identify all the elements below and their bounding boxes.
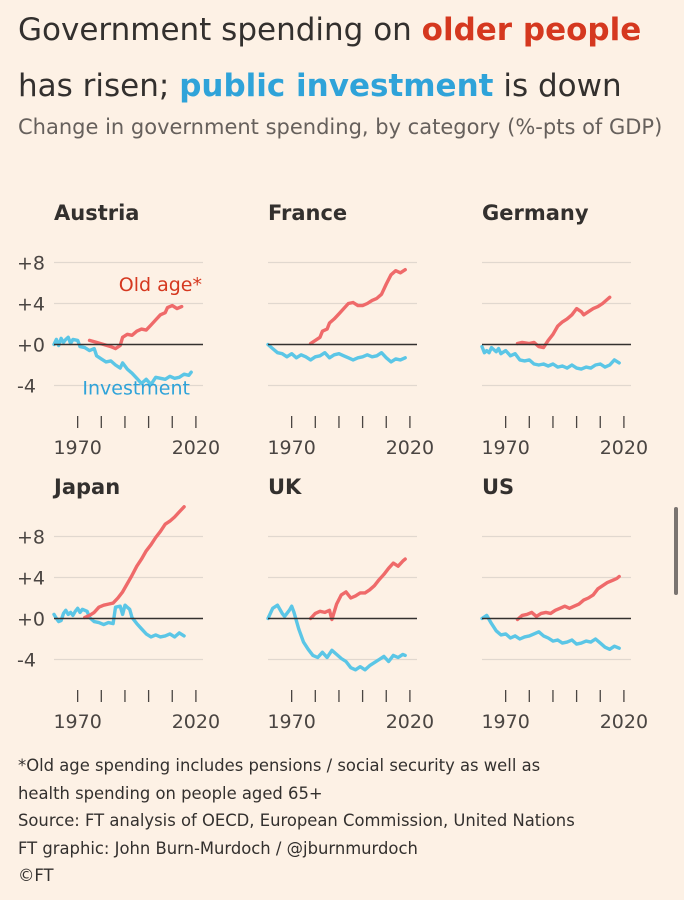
x-tick-label-austria: 2020: [172, 437, 220, 459]
x-tick-label-germany: 1970: [481, 437, 529, 459]
footnote-source: Source: FT analysis of OECD, European Co…: [18, 811, 575, 830]
investment-line-france: [266, 342, 407, 364]
x-tick-label-us: 1970: [481, 711, 529, 733]
footnotes: *Old age spending includes pensions / so…: [18, 752, 678, 890]
title-part-2: has risen;: [18, 68, 180, 104]
chart-title: Government spending on older people has r…: [18, 2, 668, 114]
panel-title-germany: Germany: [482, 201, 589, 225]
small-multiples-grid: Austria -4 +0 +4 +8 1970 2020 Old age* Investmen…: [0, 190, 684, 750]
old-age-line-us: [515, 574, 621, 622]
old-age-line-japan: [83, 505, 186, 620]
panel-title-france: France: [268, 201, 347, 225]
footnote-old-age-line-2: health spending on people aged 65+: [18, 783, 323, 803]
investment-line-germany: [480, 344, 621, 371]
x-tick-label-france: 1970: [267, 437, 315, 459]
footnote-graphic-credit: FT graphic: John Burn-Murdoch / @jburnmu…: [18, 838, 418, 858]
panel-title-austria: Austria: [54, 201, 139, 225]
y-tick-label-japan: +8: [17, 527, 45, 549]
x-tick-label-austria: 1970: [53, 437, 101, 459]
old-age-line-uk: [308, 557, 407, 622]
x-tick-label-japan: 2020: [172, 711, 220, 733]
y-tick-label-japan: +0: [17, 609, 45, 631]
investment-line-austria: [52, 335, 193, 387]
y-tick-label-austria: -4: [17, 376, 36, 398]
x-tick-label-germany: 2020: [600, 437, 648, 459]
y-tick-label-austria: +0: [17, 335, 45, 357]
x-tick-label-uk: 2020: [386, 711, 434, 733]
x-tick-label-japan: 1970: [53, 711, 101, 733]
scrollbar-thumb[interactable]: [674, 507, 678, 595]
footnote-copyright: ©FT: [18, 866, 54, 885]
old-age-line-germany: [515, 295, 612, 350]
title-part-1: Government spending on: [18, 12, 422, 48]
title-highlight-investment: public investment: [179, 68, 494, 104]
x-tick-label-france: 2020: [386, 437, 434, 459]
y-tick-label-japan: -4: [17, 650, 36, 672]
chart-canvas: Austria -4 +0 +4 +8 1970 2020 Old age* Investmen…: [17, 201, 648, 733]
x-tick-label-uk: 1970: [267, 711, 315, 733]
investment-line-uk: [266, 603, 407, 672]
old-age-line-austria: [87, 303, 184, 351]
panel-title-uk: UK: [268, 475, 302, 499]
x-tick-label-us: 2020: [600, 711, 648, 733]
chart-subtitle: Change in government spending, by catego…: [18, 115, 663, 139]
old-age-line-france: [308, 268, 407, 346]
investment-line-us: [480, 613, 621, 651]
title-highlight-old-people: older people: [421, 12, 642, 48]
investment-line-japan: [52, 603, 186, 639]
panel-title-us: US: [482, 475, 514, 499]
series-label-investment: Investment: [82, 378, 190, 400]
footnote-old-age-line-1: *Old age spending includes pensions / so…: [18, 756, 541, 775]
series-label-old-age: Old age*: [119, 274, 202, 296]
panel-title-japan: Japan: [52, 475, 120, 499]
y-tick-label-japan: +4: [17, 568, 45, 590]
y-tick-label-austria: +8: [17, 253, 45, 275]
title-part-3: is down: [493, 68, 622, 104]
y-tick-label-austria: +4: [17, 294, 45, 316]
